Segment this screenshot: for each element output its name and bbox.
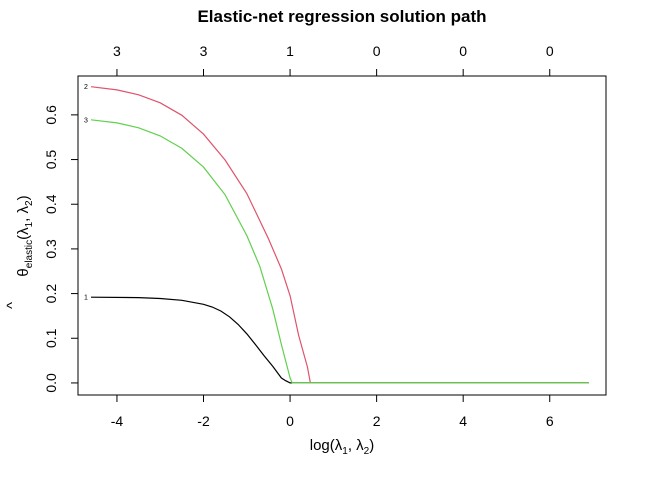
x-tick-label: 4: [459, 413, 467, 429]
y-tick-label: 0.6: [43, 105, 59, 125]
top-tick-label: 0: [459, 43, 467, 59]
top-tick-label: 3: [113, 43, 121, 59]
x-tick-label: 2: [373, 413, 381, 429]
chart-title: Elastic-net regression solution path: [197, 7, 486, 26]
x-tick-label: 0: [286, 413, 294, 429]
y-tick-label: 0.4: [43, 194, 59, 214]
x-axis-label: log(λ1, λ2): [310, 437, 374, 457]
y-tick-label: 0.3: [43, 239, 59, 259]
plot-frame: [77, 75, 607, 396]
top-tick-label: 1: [286, 43, 294, 59]
top-axis: 3 3 1 0 0 0: [113, 43, 554, 77]
series-line-2: [90, 86, 589, 384]
y-axis-label: θelastic(λ1, λ2) ^: [4, 195, 35, 309]
top-tick-label: 3: [200, 43, 208, 59]
x-tick-label: -4: [111, 413, 124, 429]
y-axis: 0.0 0.1 0.2 0.3 0.4 0.5 0.6: [43, 105, 79, 393]
y-tick-label: 0.2: [43, 284, 59, 304]
y-tick-label: 0.0: [43, 373, 59, 393]
x-tick-label: -2: [197, 413, 210, 429]
series-line-1: [90, 296, 589, 384]
series-layer: 1 2 3: [84, 84, 589, 384]
top-tick-label: 0: [373, 43, 381, 59]
x-tick-label: 6: [546, 413, 554, 429]
series-label-2: 2: [84, 84, 88, 91]
series-label-1: 1: [84, 295, 88, 302]
y-tick-label: 0.5: [43, 150, 59, 170]
series-label-3: 3: [84, 117, 88, 124]
theta-hat: ^: [4, 302, 21, 309]
svg-text:θelastic(λ1, λ2): θelastic(λ1, λ2): [15, 195, 35, 276]
top-tick-label: 0: [546, 43, 554, 59]
x-axis: -4 -2 0 2 4 6: [111, 394, 554, 429]
y-tick-label: 0.1: [43, 328, 59, 348]
series-line-3: [90, 119, 589, 384]
